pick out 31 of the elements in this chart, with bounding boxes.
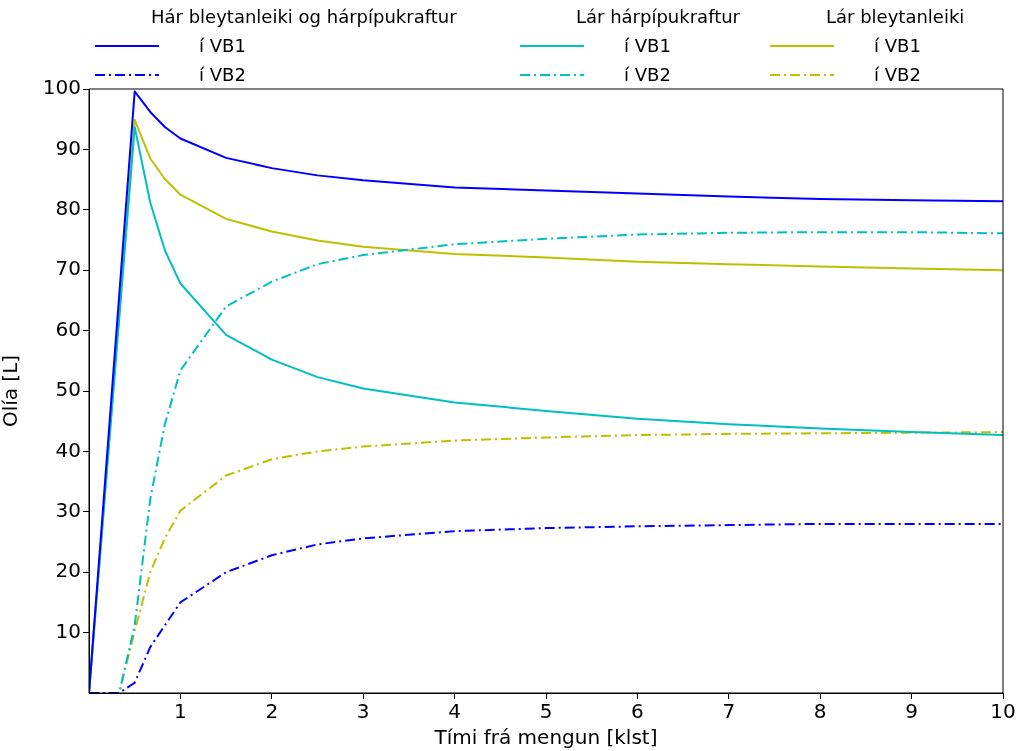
y-axis-title: Olía [L] (0, 354, 23, 428)
y-tick-label: 100 (42, 75, 81, 100)
x-tick-label: 9 (905, 699, 918, 724)
y-tick-label: 30 (55, 498, 81, 522)
y-tick-label: 50 (55, 377, 81, 402)
x-tick-label: 10 (990, 699, 1016, 724)
x-tick-label: 1 (174, 699, 187, 724)
legend-label: í VB1 (874, 35, 921, 56)
legend-label: í VB2 (199, 64, 246, 85)
y-tick-label: 10 (55, 618, 81, 643)
legend-label: í VB1 (624, 35, 671, 56)
x-tick-label: 2 (265, 699, 279, 724)
x-tick-label: 3 (356, 699, 370, 724)
x-axis-title: Tími frá mengun [klst] (433, 725, 658, 750)
text: Hár bleytanleiki og hárpípukraftur (150, 6, 457, 27)
text: Lár hárpípukraftur (575, 6, 741, 27)
y-tick-label: 20 (55, 558, 81, 583)
x-tick-label: 5 (539, 699, 553, 724)
y-tick-label: 70 (55, 256, 81, 281)
y-tick-label: 40 (55, 437, 81, 462)
x-tick-label: 8 (813, 699, 827, 724)
text: Lár bleytanleiki (825, 6, 965, 27)
legend-label: í VB2 (874, 64, 921, 85)
y-tick-label: 60 (55, 316, 81, 341)
y-tick-label: 90 (55, 135, 81, 160)
x-tick-label: 7 (722, 699, 736, 724)
legend-label: í VB2 (624, 64, 671, 85)
x-tick-label: 6 (631, 699, 644, 724)
legend-label: í VB1 (199, 35, 246, 56)
x-tick-label: 4 (448, 699, 461, 724)
y-tick-label: 80 (55, 196, 81, 220)
